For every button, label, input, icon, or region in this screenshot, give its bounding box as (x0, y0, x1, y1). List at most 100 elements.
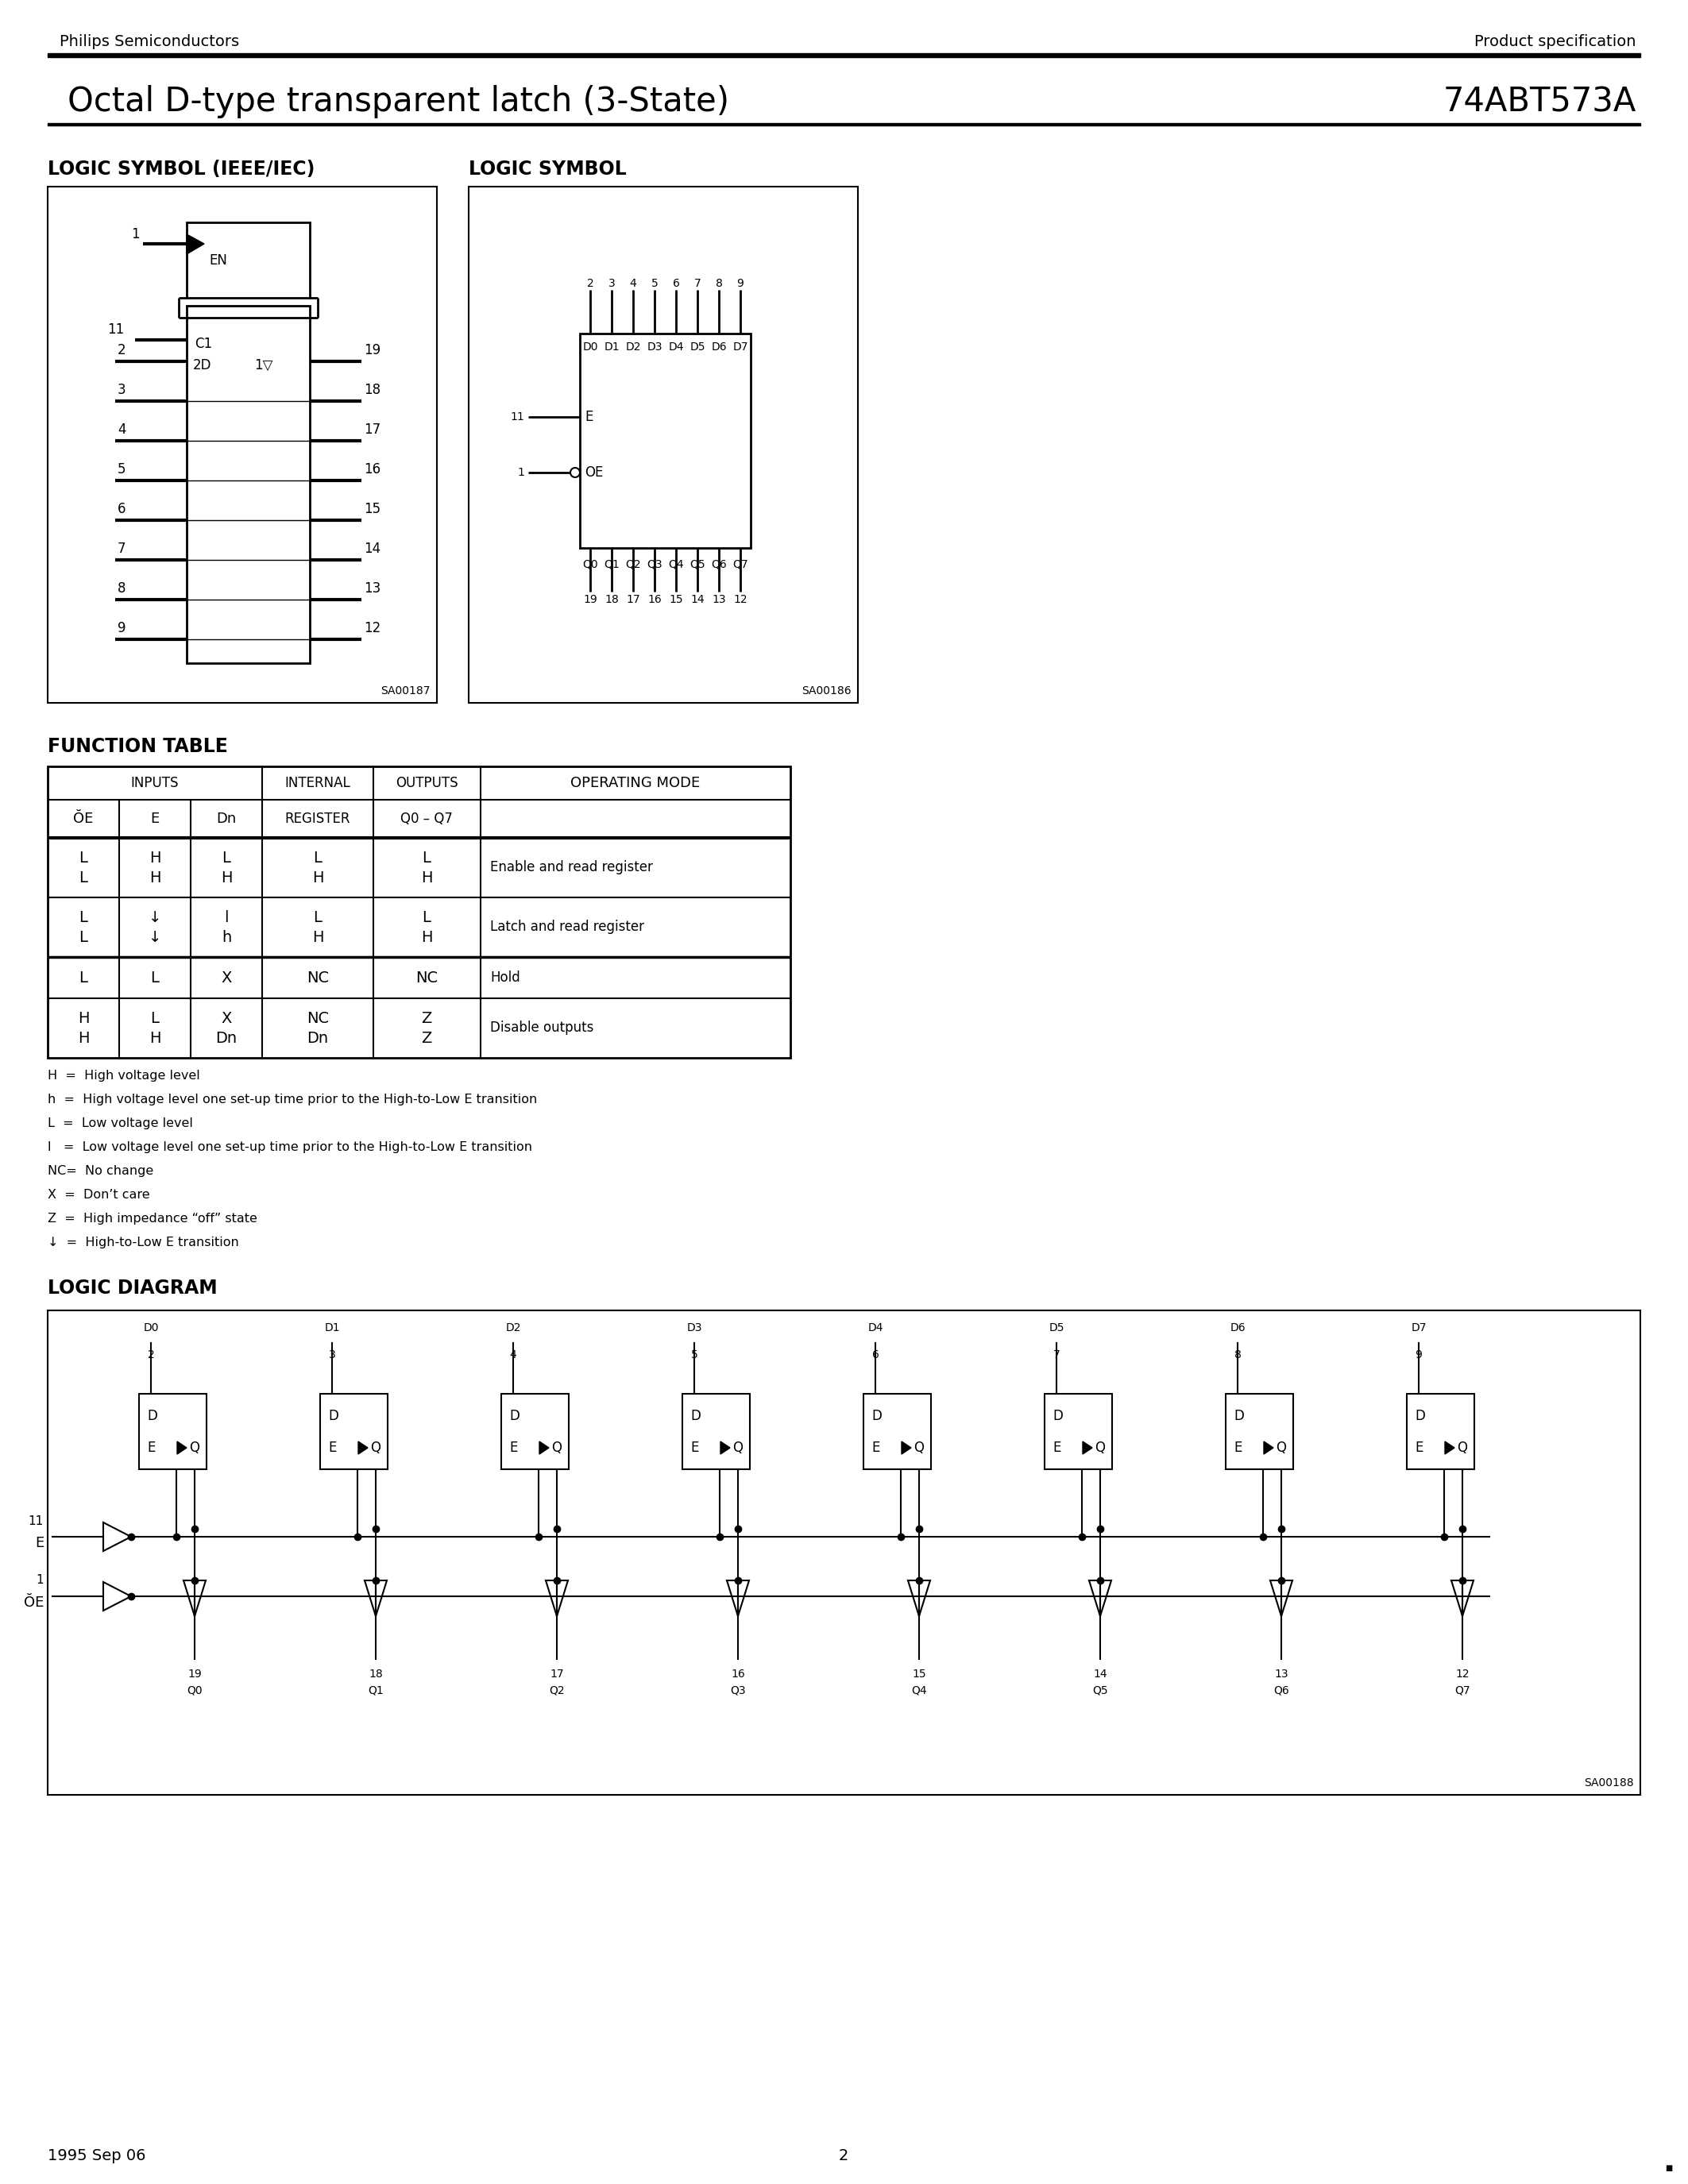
Text: H: H (149, 850, 160, 865)
Text: X  =  Don’t care: X = Don’t care (47, 1188, 150, 1201)
Text: C1: C1 (194, 336, 213, 352)
Text: ↓: ↓ (149, 930, 162, 946)
Text: l: l (225, 911, 228, 924)
Bar (469, 186, 858, 703)
Polygon shape (721, 1441, 729, 1455)
Text: ↓  =  High-to-Low E transition: ↓ = High-to-Low E transition (47, 1236, 240, 1247)
Text: LOGIC DIAGRAM: LOGIC DIAGRAM (47, 1278, 218, 1297)
Text: Z  =  High impedance “off” state: Z = High impedance “off” state (47, 1212, 257, 1225)
Text: Dn: Dn (216, 812, 236, 826)
Polygon shape (545, 1581, 567, 1616)
Text: 7: 7 (118, 542, 127, 557)
Text: 3: 3 (329, 1350, 336, 1361)
Text: D1: D1 (324, 1321, 339, 1334)
Polygon shape (103, 1581, 132, 1610)
Text: 12: 12 (1455, 1669, 1469, 1679)
Text: SA00186: SA00186 (802, 686, 851, 697)
Text: Q: Q (370, 1441, 380, 1455)
Text: L: L (422, 850, 430, 865)
Text: NC: NC (307, 970, 329, 985)
Bar (47, 186, 437, 703)
Text: Enable and read register: Enable and read register (490, 860, 653, 874)
Text: Q5: Q5 (690, 559, 706, 570)
Polygon shape (1264, 1441, 1273, 1455)
Text: Q: Q (189, 1441, 199, 1455)
Text: 13: 13 (1274, 1669, 1288, 1679)
Text: Q: Q (1094, 1441, 1106, 1455)
Text: 17: 17 (626, 594, 640, 605)
Text: L: L (150, 970, 159, 985)
Polygon shape (365, 1581, 387, 1616)
Text: L: L (79, 911, 88, 924)
Text: E: E (1053, 1441, 1060, 1455)
Text: L: L (223, 850, 231, 865)
Text: D5: D5 (1048, 1321, 1063, 1334)
Text: ŎE: ŎE (73, 812, 93, 826)
Text: E: E (147, 1441, 155, 1455)
Text: D0: D0 (143, 1321, 159, 1334)
Text: 5: 5 (690, 1350, 697, 1361)
Text: 3: 3 (118, 382, 127, 397)
Text: Latch and read register: Latch and read register (490, 919, 645, 935)
Text: 14: 14 (365, 542, 380, 557)
Text: FUNCTION TABLE: FUNCTION TABLE (47, 736, 228, 756)
Text: 4: 4 (630, 277, 636, 288)
Text: 5: 5 (118, 463, 127, 476)
Text: Q0 – Q7: Q0 – Q7 (400, 812, 452, 826)
Text: 7: 7 (1053, 1350, 1060, 1361)
Text: 74ABT573A: 74ABT573A (1443, 85, 1636, 118)
Text: SA00188: SA00188 (1585, 1778, 1634, 1789)
Text: E: E (510, 1441, 518, 1455)
Polygon shape (728, 1581, 749, 1616)
Text: 12: 12 (365, 620, 381, 636)
Text: OE: OE (584, 465, 603, 480)
Bar (47, 1310, 1641, 1795)
Text: E: E (690, 1441, 699, 1455)
Text: Q2: Q2 (625, 559, 641, 570)
Text: L: L (79, 970, 88, 985)
Text: L  =  Low voltage level: L = Low voltage level (47, 1116, 192, 1129)
Text: H: H (312, 869, 324, 885)
Text: 6: 6 (672, 277, 680, 288)
Text: 8: 8 (1234, 1350, 1241, 1361)
Text: D: D (327, 1409, 338, 1424)
Text: D2: D2 (625, 341, 641, 352)
Text: H: H (78, 1011, 89, 1026)
Text: LOGIC SYMBOL (IEEE/IEC): LOGIC SYMBOL (IEEE/IEC) (47, 159, 316, 179)
Text: Q: Q (913, 1441, 923, 1455)
Text: 1▽: 1▽ (255, 358, 273, 373)
Text: L: L (79, 869, 88, 885)
Text: NC=  No change: NC= No change (47, 1164, 154, 1177)
Text: INTERNAL: INTERNAL (285, 775, 351, 791)
Text: 1: 1 (35, 1575, 44, 1586)
Text: 8: 8 (118, 581, 127, 596)
Text: 18: 18 (368, 1669, 383, 1679)
Text: Z: Z (422, 1011, 432, 1026)
Text: Z: Z (422, 1031, 432, 1046)
Text: E: E (1234, 1441, 1242, 1455)
Text: Disable outputs: Disable outputs (490, 1020, 594, 1035)
Text: 9: 9 (736, 277, 744, 288)
Text: D: D (871, 1409, 881, 1424)
Text: REGISTER: REGISTER (285, 812, 351, 826)
Text: D5: D5 (690, 341, 706, 352)
Text: 11: 11 (29, 1516, 44, 1527)
Text: E: E (150, 812, 159, 826)
Text: 1: 1 (517, 467, 525, 478)
Text: D2: D2 (505, 1321, 522, 1334)
Text: E: E (327, 1441, 336, 1455)
Text: 1995 Sep 06: 1995 Sep 06 (47, 2149, 145, 2164)
Text: 17: 17 (550, 1669, 564, 1679)
Text: Dn: Dn (216, 1031, 236, 1046)
Text: 15: 15 (912, 1669, 927, 1679)
Bar (47, 122, 1641, 124)
Polygon shape (184, 1581, 206, 1616)
Text: E: E (871, 1441, 879, 1455)
Text: Philips Semiconductors: Philips Semiconductors (59, 33, 240, 48)
Text: 2: 2 (147, 1350, 154, 1361)
Polygon shape (1269, 1581, 1293, 1616)
Text: D4: D4 (668, 341, 684, 352)
Text: NC: NC (307, 1011, 329, 1026)
Text: 14: 14 (690, 594, 704, 605)
Text: ■: ■ (1664, 2164, 1673, 2173)
